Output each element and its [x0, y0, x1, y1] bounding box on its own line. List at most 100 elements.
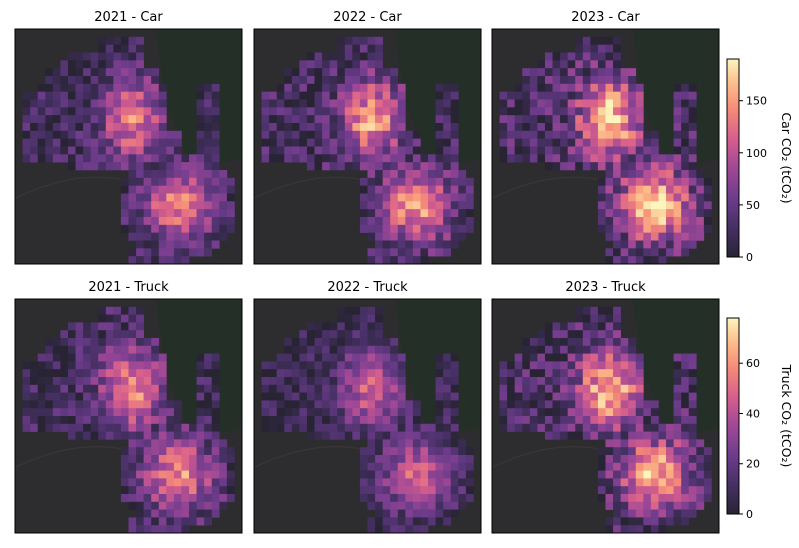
heatmap-cell — [37, 115, 46, 124]
heatmap-cell — [666, 431, 674, 440]
heatmap-cell — [375, 138, 383, 147]
heatmap-cell — [507, 384, 515, 393]
heatmap-cell — [537, 76, 546, 85]
heatmap-cell — [650, 217, 659, 226]
heatmap-cell — [382, 162, 391, 171]
heatmap-cell — [458, 209, 467, 218]
heatmap-cell — [590, 423, 599, 432]
heatmap-cell — [90, 369, 99, 378]
heatmap-cell — [322, 338, 330, 347]
heatmap-cell — [75, 377, 84, 386]
panel-frame — [491, 28, 720, 265]
heatmap-cell — [136, 60, 144, 69]
heatmap-cell — [105, 431, 114, 440]
heatmap-cell — [136, 115, 144, 124]
heatmap-cell — [605, 44, 614, 53]
heatmap-cell — [284, 91, 293, 100]
heatmap-cell — [666, 455, 674, 464]
heatmap-cell — [83, 416, 91, 425]
heatmap-cell — [60, 115, 69, 124]
heatmap-cell — [181, 525, 190, 534]
panel-0: 2021 - Car — [14, 10, 243, 265]
heatmap-cell — [420, 423, 429, 432]
heatmap-cell — [367, 439, 376, 448]
heatmap-cell — [575, 369, 584, 378]
heatmap-cell — [166, 170, 175, 179]
heatmap-cell — [673, 392, 682, 401]
heatmap-cell — [314, 400, 323, 409]
heatmap-cell — [189, 162, 197, 171]
heatmap-cell — [211, 509, 220, 518]
heatmap-cell — [105, 138, 114, 147]
heatmap-cell — [544, 338, 553, 347]
heatmap-cell — [60, 408, 69, 417]
heatmap-cell — [605, 314, 614, 323]
heatmap-cell — [158, 509, 167, 518]
heatmap-cell — [450, 162, 459, 171]
heatmap-cell — [605, 248, 614, 257]
heatmap-cell — [443, 107, 452, 116]
heatmap-cell — [529, 377, 538, 386]
heatmap-cell — [544, 423, 553, 432]
heatmap-cell — [181, 240, 190, 249]
heatmap-cell — [37, 353, 46, 362]
heatmap-cell — [567, 162, 576, 171]
heatmap-cell — [537, 400, 546, 409]
heatmap-cell — [635, 509, 644, 518]
heatmap-cell — [120, 353, 129, 362]
heatmap-cell — [397, 209, 406, 218]
heatmap-cell — [666, 224, 674, 233]
heatmap-cell — [620, 431, 629, 440]
heatmap-cell — [166, 455, 175, 464]
heatmap-cell — [158, 494, 167, 503]
heatmap-cell — [344, 44, 353, 53]
heatmap-cell — [143, 369, 152, 378]
heatmap-cell — [443, 509, 452, 518]
heatmap-cell — [635, 193, 644, 202]
heatmap-cell — [412, 455, 421, 464]
heatmap-cell — [67, 431, 76, 440]
heatmap-cell — [552, 146, 561, 155]
heatmap-cell — [352, 60, 361, 69]
heatmap-cell — [344, 107, 353, 116]
heatmap-cell — [196, 217, 205, 226]
heatmap-cell — [567, 322, 576, 331]
panel-title: 2023 - Car — [571, 10, 640, 25]
heatmap-cell — [337, 146, 346, 155]
heatmap-cell — [204, 232, 213, 241]
heatmap-cell — [90, 361, 99, 370]
heatmap-cell — [113, 314, 122, 323]
heatmap-cell — [529, 76, 538, 85]
heatmap-cell — [443, 209, 452, 218]
heatmap-cell — [605, 361, 614, 370]
heatmap-cell — [219, 170, 228, 179]
heatmap-cell — [337, 338, 346, 347]
heatmap-cell — [359, 123, 368, 132]
heatmap-cell — [643, 224, 652, 233]
heatmap-cell — [344, 416, 353, 425]
heatmap-cell — [143, 439, 152, 448]
heatmap-cell — [567, 130, 576, 139]
heatmap-cell — [158, 170, 167, 179]
heatmap-cell — [397, 408, 406, 417]
heatmap-cell — [22, 392, 31, 401]
heatmap-cell — [151, 470, 160, 479]
heatmap-cell — [120, 44, 129, 53]
heatmap-cell — [128, 193, 137, 202]
heatmap-cell — [75, 423, 84, 432]
heatmap-cell — [367, 416, 376, 425]
heatmap-cell — [650, 431, 659, 440]
heatmap-cell — [420, 240, 429, 249]
heatmap-cell — [375, 501, 383, 510]
heatmap-cell — [405, 509, 414, 518]
heatmap-cell — [681, 353, 690, 362]
heatmap-cell — [458, 224, 467, 233]
heatmap-cell — [299, 154, 308, 163]
heatmap-cell — [128, 154, 137, 163]
heatmap-cell — [681, 130, 690, 139]
heatmap-cell — [291, 377, 300, 386]
heatmap-cell — [688, 392, 697, 401]
heatmap-cell — [367, 322, 376, 331]
heatmap-cell — [337, 408, 346, 417]
heatmap-cell — [650, 146, 659, 155]
